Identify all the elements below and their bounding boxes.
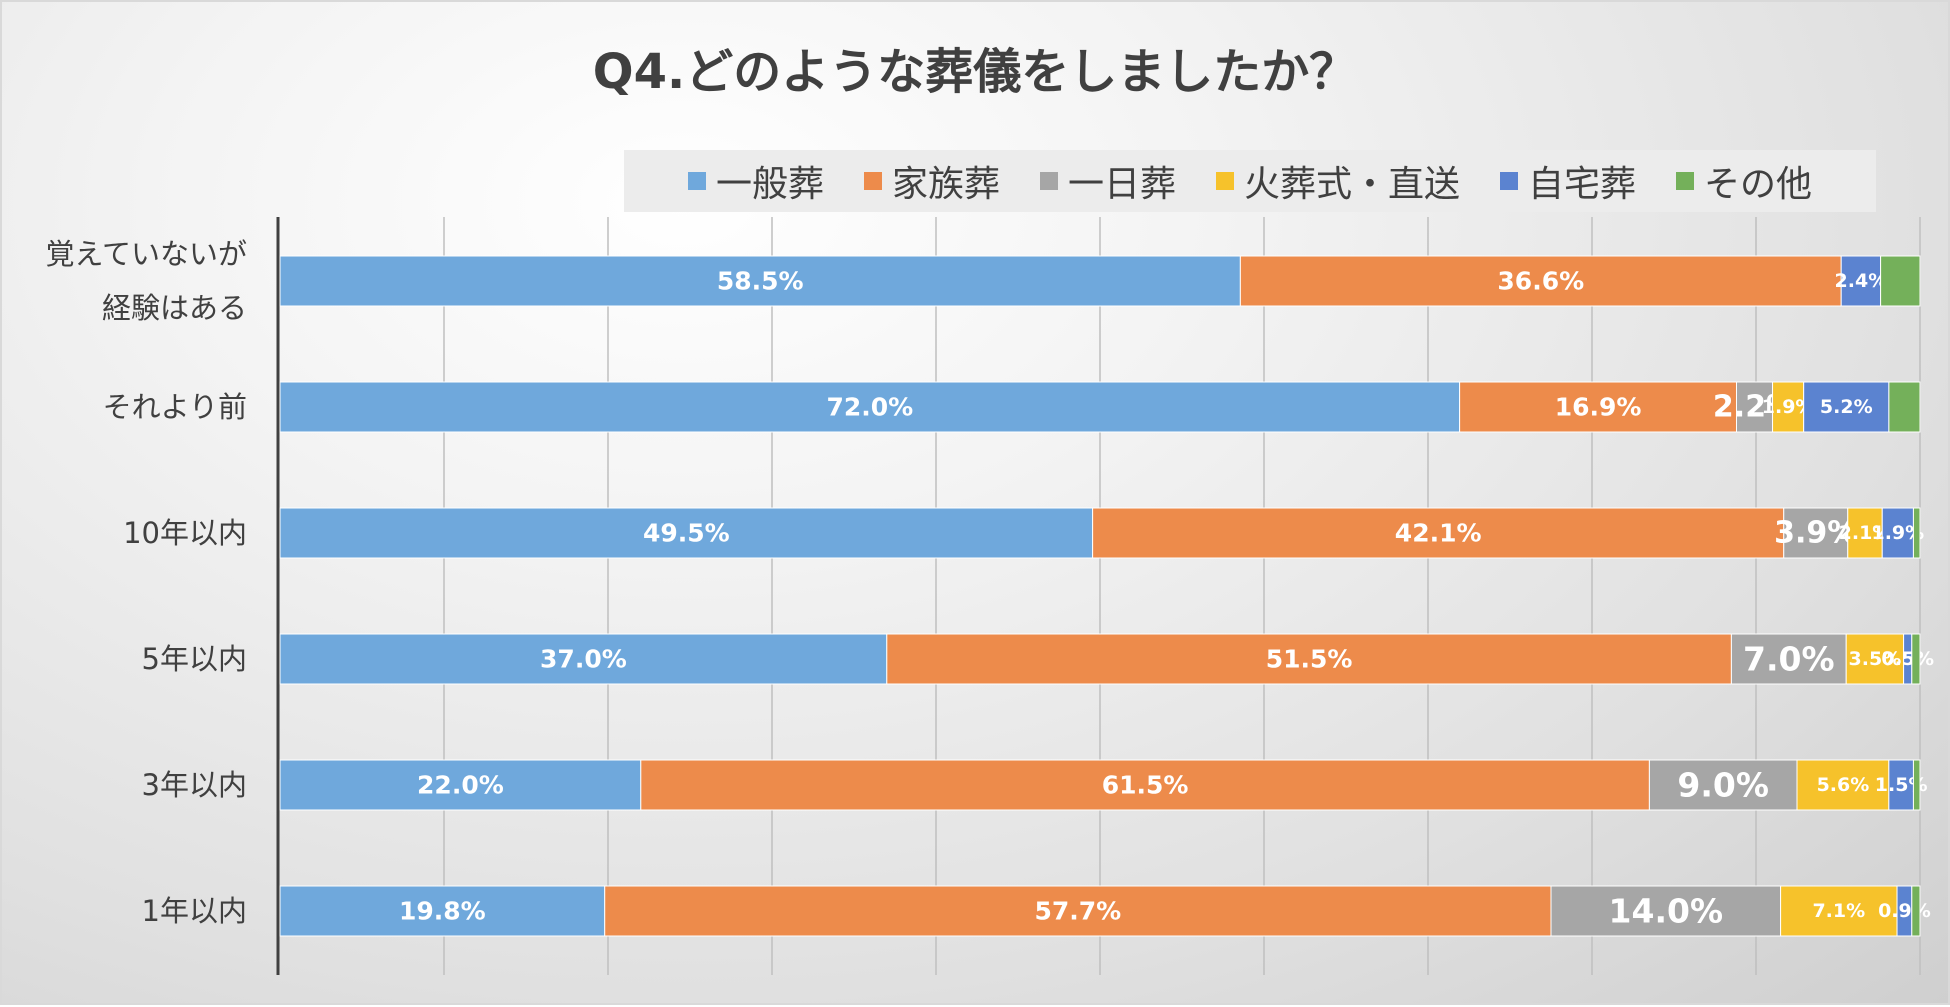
bar-segment	[1648, 759, 1798, 811]
category-label: 10年以内	[123, 516, 247, 550]
legend-item: 火葬式・直送	[1216, 155, 1460, 207]
bar-segment	[1803, 381, 1890, 433]
data-label: 14.0%	[1609, 892, 1724, 931]
bar-segment	[279, 255, 1241, 307]
legend-item: 自宅葬	[1500, 155, 1636, 207]
data-label: 61.5%	[1102, 771, 1189, 800]
data-label: 2.4%	[1835, 270, 1888, 292]
legend-item: 家族葬	[863, 155, 1000, 207]
data-label: 0.5%	[1881, 648, 1934, 670]
data-label: 57.7%	[1034, 897, 1121, 926]
legend-item: 一日葬	[1039, 155, 1176, 207]
category-label: 覚えていないが	[45, 237, 247, 271]
data-label: 36.6%	[1497, 267, 1584, 296]
legend-label: 一日葬	[1067, 164, 1176, 205]
data-label: 2.1%	[1839, 522, 1892, 544]
bar-segment	[279, 885, 606, 937]
legend-swatch	[1500, 172, 1519, 190]
legend-label: その他	[1704, 164, 1813, 205]
bar-segment	[1459, 381, 1738, 433]
data-label: 7.0%	[1743, 640, 1835, 679]
bar-segment	[1911, 633, 1921, 685]
data-label: 3.5%	[1849, 648, 1902, 670]
bar-segment	[279, 507, 1094, 559]
data-label: 7.1%	[1812, 900, 1865, 922]
bar-segment	[1239, 255, 1842, 307]
data-label: 5.2%	[1820, 396, 1873, 418]
bar-segment	[1888, 381, 1921, 433]
data-label: 49.5%	[643, 519, 730, 548]
bar-segment	[1736, 381, 1774, 433]
bar-segment	[1772, 381, 1805, 433]
legend-label: 火葬式・直送	[1244, 164, 1461, 205]
legend-swatch	[1039, 172, 1058, 190]
data-label: 22.0%	[417, 771, 504, 800]
bar-segment	[1845, 633, 1905, 685]
legend-item: その他	[1676, 155, 1812, 207]
legend-swatch	[1676, 172, 1695, 190]
legend-item: 一般葬	[687, 155, 824, 207]
data-label: 16.9%	[1555, 393, 1642, 422]
data-label: 3.9%	[1774, 516, 1857, 551]
bar-segment	[1550, 885, 1782, 937]
legend-label: 一般葬	[715, 164, 824, 205]
bar-segment	[1780, 885, 1898, 937]
bar-segment	[1880, 255, 1921, 307]
bar-segment	[279, 759, 642, 811]
bar-segment	[1912, 507, 1921, 559]
bar-segment	[640, 759, 1650, 811]
bar-segment	[1092, 507, 1785, 559]
data-label: 19.8%	[399, 897, 486, 926]
legend-swatch	[863, 172, 882, 190]
bar-segment	[1888, 759, 1914, 811]
category-label: 1年以内	[142, 894, 247, 928]
bar-segment	[1911, 885, 1921, 937]
category-label: 5年以内	[142, 642, 247, 676]
category-label: それより前	[103, 390, 247, 424]
chart-title: Q4.どのような葬儀をしましたか？	[592, 44, 1358, 100]
legend-swatch	[687, 172, 706, 190]
data-label: 58.5%	[717, 267, 804, 296]
legend-swatch	[1216, 172, 1234, 190]
category-label: 経験はある	[102, 291, 247, 325]
data-label: 72.0%	[826, 393, 913, 422]
bar-segment	[279, 633, 888, 685]
data-label: 1.9%	[1762, 396, 1815, 418]
data-label: 42.1%	[1395, 519, 1482, 548]
legend-label: 自宅葬	[1528, 164, 1637, 205]
data-label: 51.5%	[1266, 645, 1353, 674]
data-label: 0.9%	[1878, 900, 1931, 922]
bar-segment	[1912, 759, 1921, 811]
data-label: 37.0%	[540, 645, 627, 674]
category-label: 3年以内	[142, 768, 247, 802]
data-label: 5.6%	[1817, 774, 1870, 796]
legend: 一般葬 家族葬 一日葬 火葬式・直送 自宅葬 その他	[624, 150, 1876, 212]
data-label: 9.0%	[1677, 766, 1769, 805]
data-label: 1.9%	[1871, 522, 1924, 544]
legend-label: 家族葬	[891, 164, 1000, 205]
bar-segment	[279, 381, 1461, 433]
